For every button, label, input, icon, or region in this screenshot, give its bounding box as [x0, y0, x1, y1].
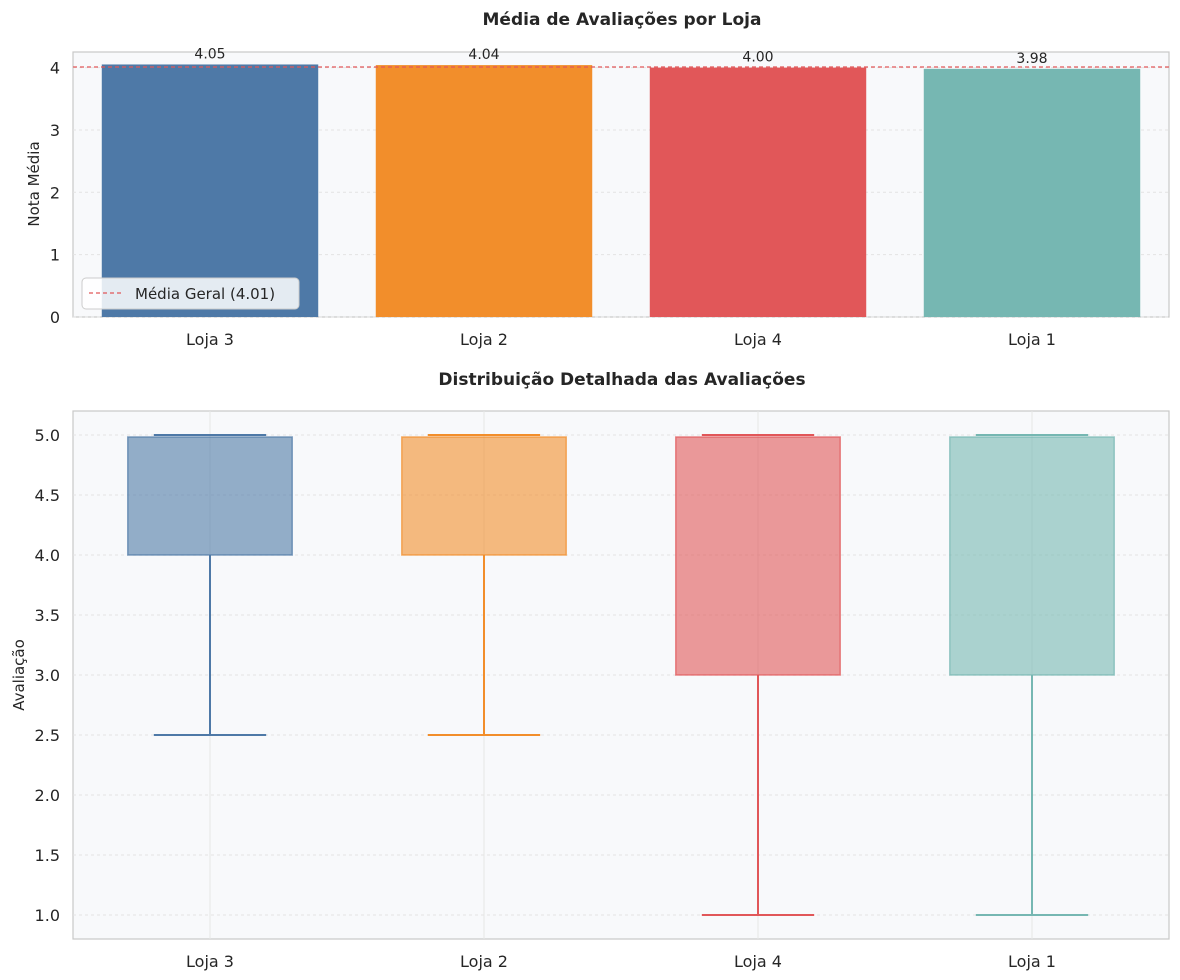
box-iqr — [127, 436, 293, 556]
box-loja-3 — [127, 434, 293, 736]
bar-y-tick-label: 1 — [50, 246, 60, 265]
bar-chart-bars: 4.05 4.04 4.00 3.98 — [101, 46, 1141, 318]
bar-chart-x-ticks: Loja 3 Loja 2 Loja 4 Loja 1 — [186, 330, 1056, 349]
bar-chart-legend: Média Geral (4.01) — [81, 277, 300, 310]
box-y-tick-label: 2.5 — [35, 726, 60, 745]
legend-box — [81, 277, 300, 310]
bar-chart-y-ticks: 0 1 2 3 4 — [50, 59, 60, 327]
bar-value-label: 4.00 — [742, 50, 773, 66]
box-y-tick-label: 3.0 — [35, 666, 60, 685]
box-chart-y-ticks: 1.0 1.5 2.0 2.5 3.0 3.5 4.0 4.5 5.0 — [35, 426, 60, 925]
bar-x-tick-label: Loja 2 — [460, 330, 508, 349]
box-y-tick-label: 2.0 — [35, 786, 60, 805]
bar-y-tick-label: 4 — [50, 59, 60, 78]
bar-value-label: 4.05 — [194, 46, 225, 62]
bar-loja-4 — [649, 67, 867, 318]
box-iqr — [401, 436, 567, 556]
box-iqr — [675, 436, 841, 676]
box-y-tick-label: 1.0 — [35, 906, 60, 925]
box-y-tick-label: 1.5 — [35, 846, 60, 865]
bar-loja-1 — [923, 68, 1141, 317]
box-y-tick-label: 4.5 — [35, 486, 60, 505]
box-y-tick-label: 5.0 — [35, 426, 60, 445]
box-y-tick-label: 4.0 — [35, 546, 60, 565]
box-x-tick-label: Loja 1 — [1008, 952, 1056, 971]
box-loja-4 — [675, 434, 841, 916]
box-chart-y-axis-label: Avaliação — [10, 639, 28, 711]
bar-x-tick-label: Loja 1 — [1008, 330, 1056, 349]
bar-chart-title: Média de Avaliações por Loja — [483, 10, 762, 30]
box-iqr — [949, 436, 1115, 676]
box-chart-title: Distribuição Detalhada das Avaliações — [438, 370, 805, 390]
bar-value-label: 4.04 — [468, 47, 499, 63]
bar-y-tick-label: 2 — [50, 183, 60, 202]
bar-chart-y-axis-label: Nota Média — [25, 141, 43, 226]
box-y-tick-label: 3.5 — [35, 606, 60, 625]
bar-y-tick-label: 3 — [50, 121, 60, 140]
bar-chart: Média de Avaliações por Loja 4.05 4.04 4.0… — [25, 10, 1170, 349]
bar-y-tick-label: 0 — [50, 308, 60, 327]
box-x-tick-label: Loja 2 — [460, 952, 508, 971]
box-chart-boxes — [127, 434, 1115, 916]
box-loja-2 — [401, 434, 567, 736]
bar-x-tick-label: Loja 3 — [186, 330, 234, 349]
bar-value-label: 3.98 — [1016, 51, 1047, 67]
legend-entry-label: Média Geral (4.01) — [135, 285, 275, 303]
box-chart-x-ticks: Loja 3 Loja 2 Loja 4 Loja 1 — [186, 952, 1056, 971]
bar-x-tick-label: Loja 4 — [734, 330, 782, 349]
box-x-tick-label: Loja 4 — [734, 952, 782, 971]
bar-loja-3 — [101, 64, 319, 318]
box-chart: Distribuição Detalhada das Avaliações 1.… — [10, 370, 1170, 971]
box-x-tick-label: Loja 3 — [186, 952, 234, 971]
box-loja-1 — [949, 434, 1115, 916]
bar-loja-2 — [375, 65, 593, 317]
